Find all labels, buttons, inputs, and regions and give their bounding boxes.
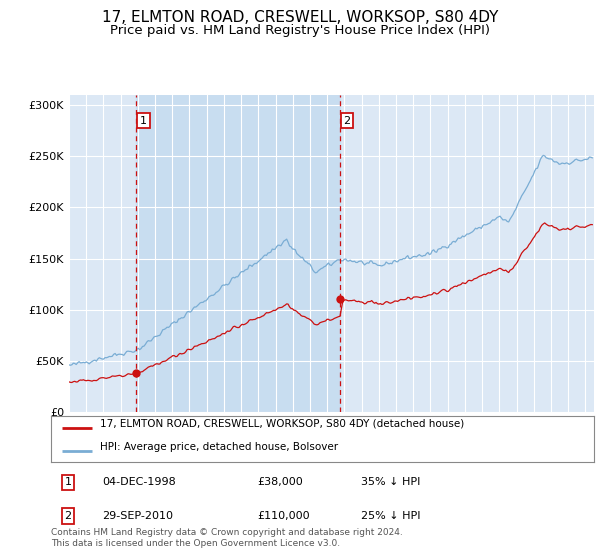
- Text: 17, ELMTON ROAD, CRESWELL, WORKSOP, S80 4DY (detached house): 17, ELMTON ROAD, CRESWELL, WORKSOP, S80 …: [100, 419, 464, 429]
- Text: 35% ↓ HPI: 35% ↓ HPI: [361, 477, 420, 487]
- Text: 29-SEP-2010: 29-SEP-2010: [103, 511, 173, 521]
- Text: £110,000: £110,000: [257, 511, 310, 521]
- Text: 2: 2: [65, 511, 72, 521]
- Text: 04-DEC-1998: 04-DEC-1998: [103, 477, 176, 487]
- Text: £38,000: £38,000: [257, 477, 303, 487]
- Text: HPI: Average price, detached house, Bolsover: HPI: Average price, detached house, Bols…: [100, 442, 338, 452]
- Text: Price paid vs. HM Land Registry's House Price Index (HPI): Price paid vs. HM Land Registry's House …: [110, 24, 490, 36]
- Text: Contains HM Land Registry data © Crown copyright and database right 2024.
This d: Contains HM Land Registry data © Crown c…: [51, 528, 403, 548]
- Text: 1: 1: [140, 116, 147, 125]
- Text: 2: 2: [344, 116, 350, 125]
- Text: 25% ↓ HPI: 25% ↓ HPI: [361, 511, 420, 521]
- Text: 17, ELMTON ROAD, CRESWELL, WORKSOP, S80 4DY: 17, ELMTON ROAD, CRESWELL, WORKSOP, S80 …: [102, 10, 498, 25]
- Text: 1: 1: [65, 477, 71, 487]
- Bar: [136, 95, 340, 412]
